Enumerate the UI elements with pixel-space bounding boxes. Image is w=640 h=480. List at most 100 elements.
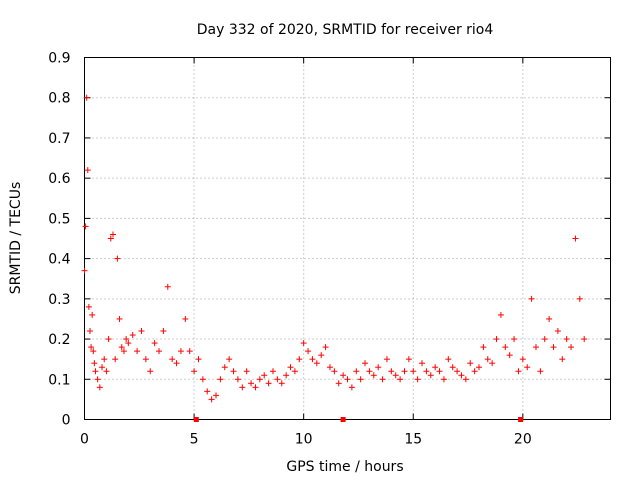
y-tick-label: 0.8	[48, 91, 70, 107]
data-point	[318, 352, 325, 359]
data-point	[348, 384, 355, 391]
data-point	[511, 336, 518, 343]
data-point	[397, 376, 404, 383]
data-point	[151, 340, 158, 347]
data-point	[454, 368, 461, 375]
x-tick-label: 0	[80, 432, 89, 448]
data-point	[467, 360, 474, 367]
data-point	[138, 328, 145, 335]
data-point	[123, 336, 130, 343]
data-point	[449, 364, 456, 371]
data-point	[92, 368, 99, 375]
data-point	[300, 340, 307, 347]
data-point	[90, 348, 97, 355]
data-points	[81, 94, 588, 403]
data-point	[208, 396, 215, 403]
data-point	[85, 303, 92, 310]
data-point	[114, 255, 121, 262]
data-point	[519, 356, 526, 363]
y-tick-label: 0.5	[48, 211, 70, 227]
y-tick-label: 0.4	[48, 252, 70, 268]
data-point	[156, 348, 163, 355]
data-point	[86, 328, 93, 335]
data-point	[118, 344, 125, 351]
data-point	[142, 356, 149, 363]
data-point	[340, 372, 347, 379]
data-point	[243, 368, 250, 375]
data-point	[370, 372, 377, 379]
data-point	[476, 364, 482, 371]
y-tick-label: 0.9	[48, 51, 70, 67]
data-point	[462, 376, 469, 383]
data-point	[581, 336, 588, 343]
data-point	[82, 223, 89, 230]
data-point	[195, 356, 202, 363]
data-point	[96, 384, 103, 391]
x-tick-label: 15	[404, 432, 422, 448]
y-tick-label: 0.3	[48, 292, 70, 308]
x-tick-label: 20	[514, 432, 532, 448]
data-point	[357, 376, 364, 383]
chart-title: Day 332 of 2020, SRMTID for receiver rio…	[197, 22, 494, 38]
data-point	[458, 372, 465, 379]
data-point	[89, 311, 96, 318]
data-point	[305, 348, 312, 355]
data-point	[101, 356, 108, 363]
data-point	[484, 356, 491, 363]
data-point	[169, 356, 176, 363]
data-point	[537, 368, 544, 375]
data-point	[563, 336, 570, 343]
data-point	[375, 364, 382, 371]
data-point	[335, 380, 342, 387]
data-point	[528, 295, 535, 302]
data-point	[405, 356, 412, 363]
data-point	[291, 368, 298, 375]
data-point	[134, 348, 141, 355]
data-point	[261, 372, 268, 379]
data-point	[129, 332, 136, 339]
data-point	[480, 344, 487, 351]
data-point	[112, 356, 119, 363]
data-point	[120, 348, 127, 355]
data-point	[109, 231, 116, 238]
data-point	[419, 360, 426, 367]
data-point	[265, 380, 272, 387]
data-point	[105, 336, 112, 343]
data-point	[177, 348, 184, 355]
data-point	[568, 344, 575, 351]
data-point	[173, 360, 180, 367]
data-point	[532, 344, 539, 351]
gap-markers	[193, 417, 524, 422]
y-tick-label: 0.2	[48, 332, 70, 348]
data-point	[278, 380, 285, 387]
x-tick-label: 10	[295, 432, 313, 448]
data-point	[326, 364, 333, 371]
data-point	[554, 328, 561, 335]
data-point	[83, 94, 90, 101]
data-point	[234, 376, 241, 383]
y-axis-title: SRMTID / TECUs	[8, 182, 24, 295]
data-point	[213, 392, 219, 399]
data-point	[164, 283, 171, 290]
data-point	[204, 388, 211, 395]
data-point	[199, 376, 206, 383]
tick-layer: 0 0.1 0.2 0.3 0.4 0.5 0.6 0.7 0.8 0.9 0 5 10 15 20	[48, 51, 611, 448]
data-point	[256, 376, 263, 383]
y-tick-label: 0.6	[48, 171, 70, 187]
data-point	[313, 360, 320, 367]
data-point	[269, 368, 276, 375]
plot-frame	[84, 57, 611, 420]
data-point	[147, 368, 154, 375]
data-point	[344, 376, 351, 383]
y-tick-label: 0.1	[48, 372, 70, 388]
data-point	[506, 352, 513, 359]
data-point	[287, 364, 294, 371]
data-point	[379, 376, 386, 383]
data-point	[217, 376, 224, 383]
data-point	[221, 364, 228, 371]
gap-marker	[340, 417, 346, 422]
data-point	[392, 372, 399, 379]
data-point	[410, 368, 417, 375]
y-tick-label: 0.7	[48, 131, 70, 147]
data-point	[309, 356, 316, 363]
